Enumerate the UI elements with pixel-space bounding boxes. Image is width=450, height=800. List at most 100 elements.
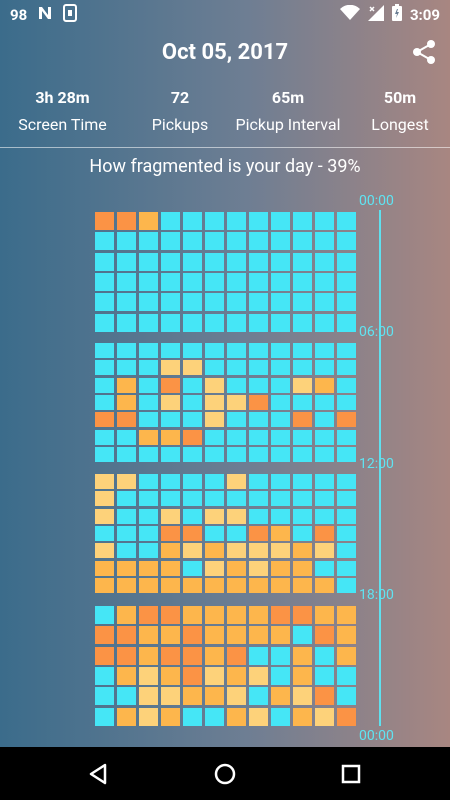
recents-button[interactable] [336,759,366,789]
grid-cell [315,293,334,312]
grid-cell [315,343,334,358]
stat-value: 65m [271,88,305,107]
grid-cell [117,394,136,410]
grid-cell [183,343,202,358]
grid-cell [249,543,268,559]
grid-cell [117,412,136,428]
grid-cell [293,707,312,726]
grid-cell [139,646,158,665]
grid-cell [249,646,268,665]
grid-cell [227,525,246,541]
stat-pickups[interactable]: 72 Pickups [140,88,220,136]
grid-cell [293,666,312,685]
grid-cell [271,687,290,706]
grid-cell [95,543,114,559]
grid-cell [139,360,158,376]
grid-cell [205,212,224,230]
grid-cell [271,252,290,271]
grid-cell [205,508,224,524]
grid-cell [117,474,136,489]
stat-longest[interactable]: 50m Longest [360,88,440,136]
grid-cell [95,360,114,376]
grid-cell [95,313,114,332]
grid-cell [117,560,136,576]
grid-cell [161,212,180,230]
grid-cell [337,560,356,576]
grid-cell [117,343,136,358]
grid-cell [315,313,334,332]
status-bar-left: 98 [10,4,78,26]
grid-cell [337,707,356,726]
grid-cell [117,252,136,271]
grid-cell [95,626,114,645]
home-icon [214,763,236,785]
grid-cell [95,343,114,358]
grid-cell [95,577,114,593]
grid-cell [249,429,268,445]
grid-cell [249,377,268,393]
grid-cell [205,313,224,332]
wifi-icon [339,4,360,25]
header: Oct 05, 2017 [0,36,450,72]
grid-cell [183,212,202,230]
stat-label: Longest [371,115,429,134]
grid-cell [271,232,290,251]
grid-cell [337,446,356,462]
grid-cell [315,707,334,726]
grid-cell [161,666,180,685]
grid-cell [161,293,180,312]
grid-cell [271,560,290,576]
grid-cell [293,525,312,541]
grid-cell [249,293,268,312]
grid-cell [95,232,114,251]
grid-cell [183,446,202,462]
grid-cell [161,577,180,593]
grid-cell [227,666,246,685]
grid-cell [227,646,246,665]
grid-cell [183,377,202,393]
grid-cell [139,525,158,541]
grid-cell [249,560,268,576]
grid-cell [227,293,246,312]
grid-cell [337,577,356,593]
grid-cell [205,577,224,593]
grid-cell [249,606,268,624]
grid-cell [271,606,290,624]
grid-cell [315,525,334,541]
grid-cell [161,394,180,410]
stats-row: 3h 28m Screen Time 72 Pickups 65m Pickup… [0,88,450,138]
grid-cell [139,491,158,507]
grid-cell [337,606,356,624]
grid-cell [139,394,158,410]
grid-cell [249,525,268,541]
grid-cell [315,646,334,665]
grid-cell [183,360,202,376]
grid-cell [95,429,114,445]
grid-cell [95,412,114,428]
grid-cell [161,313,180,332]
grid-cell [205,293,224,312]
grid-cell [337,412,356,428]
grid-cell [183,232,202,251]
timeline-label-1800: 18:00 [359,587,394,603]
stat-screen-time[interactable]: 3h 28m Screen Time [5,88,120,136]
grid-cell [205,412,224,428]
grid-cell [337,272,356,291]
grid-cell [161,687,180,706]
grid-cell [117,272,136,291]
share-button[interactable] [410,38,438,66]
grid-cell [205,491,224,507]
back-button[interactable] [83,759,113,789]
grid-cell [183,646,202,665]
grid-cell [161,377,180,393]
grid-cell [139,560,158,576]
grid-cell [227,232,246,251]
grid-cell [205,606,224,624]
stat-pickup-interval[interactable]: 65m Pickup Interval [228,88,348,136]
grid-cell [293,646,312,665]
grid-cell [227,577,246,593]
grid-cell [271,626,290,645]
grid-cell [139,446,158,462]
home-button[interactable] [210,759,240,789]
grid-cell [293,360,312,376]
